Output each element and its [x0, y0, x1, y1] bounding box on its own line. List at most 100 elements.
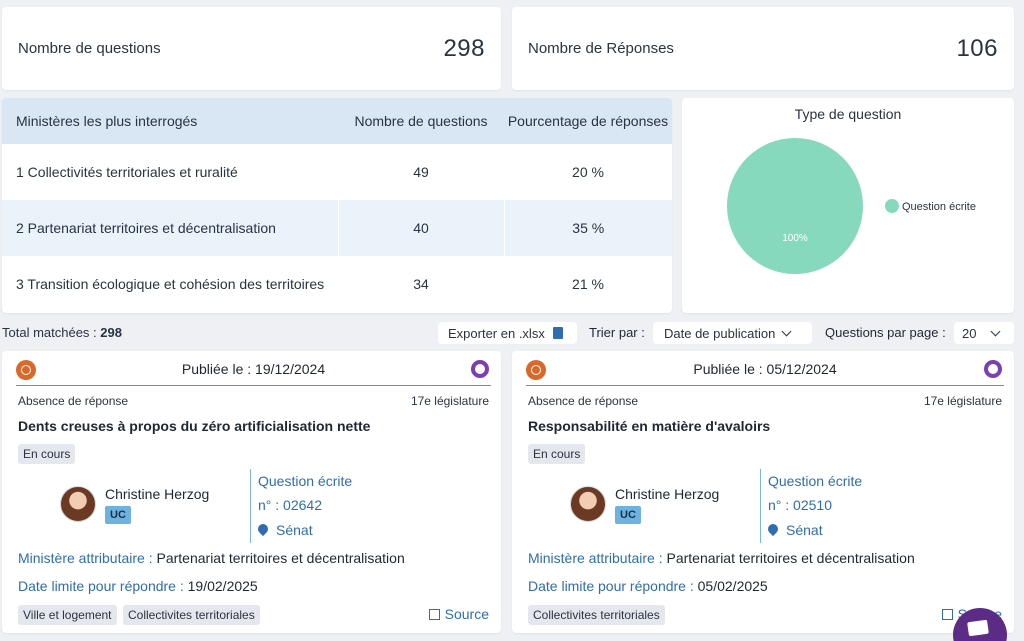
per-page-label: Questions par page : [825, 325, 946, 340]
answer-status: Absence de réponse [528, 394, 639, 408]
question-icon [526, 360, 546, 380]
sort-select[interactable]: Date de publication [653, 322, 812, 344]
chamber: Sénat [255, 521, 313, 538]
avatar [570, 486, 606, 522]
question-count: 34 [413, 276, 429, 292]
per-page-value: 20 [962, 325, 977, 341]
deadline-label: Date limite pour répondre : [528, 578, 698, 594]
ministries-table-card: Ministères les plus interrogés Nombre de… [2, 98, 672, 313]
topic-tag[interactable]: Collectivites territoriales [528, 605, 665, 625]
deadline-value: 05/02/2025 [697, 578, 768, 594]
party-badge: UC [615, 506, 641, 524]
table-row[interactable]: 1 Collectivités territoriales et ruralit… [2, 144, 672, 200]
per-page-select[interactable]: 20 [954, 322, 1014, 344]
ministry-line: Ministère attributaire : Partenariat ter… [18, 550, 405, 566]
ministry-line: Ministère attributaire : Partenariat ter… [528, 550, 915, 566]
author-name: Christine Herzog [615, 486, 720, 502]
chevron-down-icon [781, 326, 792, 336]
question-title[interactable]: Dents creuses à propos du zéro artificia… [18, 418, 371, 434]
question-count: 49 [413, 164, 429, 180]
topic-tag[interactable]: Collectivites territoriales [123, 605, 260, 625]
answer-percentage: 20 % [572, 164, 604, 180]
avatar [60, 486, 96, 522]
total-matched: Total matchées : 298 [2, 325, 122, 340]
divider [250, 469, 251, 543]
legend-marker [885, 199, 899, 213]
deadline-line: Date limite pour répondre : 05/02/2025 [528, 578, 768, 594]
chamber-name: Sénat [276, 522, 313, 538]
ministry-name: 1 Collectivités territoriales et ruralit… [16, 164, 238, 180]
column-header: Ministères les plus interrogés [2, 98, 338, 144]
deadline-label: Date limite pour répondre : [18, 578, 188, 594]
ministry-label: Ministère attributaire : [18, 550, 157, 566]
legislature: 17e législature [410, 394, 489, 408]
topic-tag[interactable]: Ville et logement [18, 605, 117, 625]
table-row[interactable]: 3 Transition écologique et cohésion des … [2, 256, 672, 312]
chart-title: Type de question [795, 106, 902, 122]
questions-count-card: Nombre de questions 298 [2, 7, 501, 90]
sort-label: Trier par : [589, 325, 645, 340]
legend-label[interactable]: Question écrite [902, 201, 976, 213]
legislature: 17e législature [923, 394, 1002, 408]
senate-logo-icon [471, 360, 489, 378]
publication-date: Publiée le : 05/12/2024 [693, 361, 837, 377]
external-link-icon [428, 609, 440, 620]
answer-percentage: 35 % [503, 200, 672, 256]
answers-count-label: Nombre de Réponses [528, 40, 674, 57]
question-type-pie-chart: Type de question 100% Question écrite [727, 106, 976, 274]
external-link-icon [941, 609, 953, 620]
table-row[interactable]: 2 Partenariat territoires et décentralis… [2, 200, 672, 256]
answers-count-card: Nombre de Réponses 106 [512, 7, 1014, 90]
question-title[interactable]: Responsabilité en matière d'avaloirs [528, 418, 771, 434]
ministry-value: Partenariat territoires et décentralisat… [156, 550, 405, 566]
source-label: Source [444, 606, 489, 622]
table-header-row: Ministères les plus interrogés Nombre de… [2, 98, 672, 144]
slice-data-label: 100% [782, 233, 808, 244]
question-type-chart-card: Type de question 100% Question écrite [682, 98, 1014, 313]
questions-count-label: Nombre de questions [18, 40, 161, 57]
answers-count-value: 106 [956, 34, 998, 62]
card-header: Publiée le : 19/12/2024 [16, 359, 491, 386]
chevron-down-icon [991, 326, 1001, 336]
publication-date: Publiée le : 19/12/2024 [181, 361, 326, 377]
question-number: n° : 02642 [258, 497, 322, 513]
sort-value: Date de publication [664, 325, 776, 341]
question-icon [16, 360, 36, 380]
file-excel-icon [552, 327, 563, 339]
author-name: Christine Herzog [105, 486, 210, 502]
state-badge: En cours [528, 444, 586, 464]
answer-status: Absence de réponse [18, 394, 129, 408]
export-xlsx-button[interactable]: Exporter en .xlsx [438, 322, 577, 344]
total-matched-value: 298 [100, 325, 122, 340]
chamber-name: Sénat [786, 522, 823, 538]
question-type: Question écrite [768, 473, 863, 489]
question-card[interactable]: Publiée le : 05/12/2024 Absence de répon… [512, 351, 1014, 633]
ministries-table: Ministères les plus interrogés Nombre de… [2, 98, 672, 312]
card-header: Publiée le : 05/12/2024 [526, 359, 1004, 386]
column-header: Pourcentage de réponses [504, 98, 672, 144]
senate-logo-icon [984, 360, 1002, 378]
map-pin-icon [255, 521, 271, 537]
ministry-value: Partenariat territoires et décentralisat… [666, 550, 915, 566]
total-matched-label: Total matchées : [2, 325, 101, 340]
column-header: Nombre de questions [338, 98, 504, 144]
map-pin-icon [765, 521, 781, 537]
questions-count-value: 298 [443, 34, 485, 62]
question-type: Question écrite [258, 473, 353, 489]
deadline-value: 19/02/2025 [187, 578, 258, 594]
pie-slice[interactable] [727, 138, 863, 274]
deadline-line: Date limite pour répondre : 19/02/2025 [18, 578, 258, 594]
party-badge: UC [105, 506, 131, 524]
ministry-name: 3 Transition écologique et cohésion des … [16, 276, 325, 292]
results-toolbar: Total matchées : 298 Exporter en .xlsx T… [0, 322, 1024, 344]
question-count: 40 [337, 200, 504, 256]
ministry-label: Ministère attributaire : [528, 550, 667, 566]
question-number: n° : 02510 [768, 497, 832, 513]
state-badge: En cours [18, 444, 76, 464]
answer-percentage: 21 % [572, 276, 604, 292]
question-card[interactable]: Publiée le : 19/12/2024 Absence de répon… [2, 351, 501, 633]
export-xlsx-label: Exporter en .xlsx [448, 325, 545, 341]
divider [760, 469, 761, 543]
source-link[interactable]: Source [428, 606, 489, 622]
chamber: Sénat [765, 521, 823, 538]
